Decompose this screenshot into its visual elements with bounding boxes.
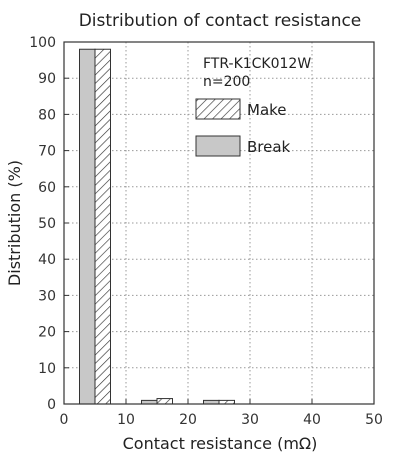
tick-labels: 0 10 20 30 40 50 0 10 20 30 40 50 60 70 80 90 100 — [29, 35, 383, 428]
x-tick-label-0: 0 — [60, 412, 69, 428]
bar-make-15 — [156, 398, 173, 405]
annotation: FTR-K1CK012W n=200 — [203, 56, 311, 90]
legend-label-break: Break — [247, 138, 291, 156]
legend: Make Break — [195, 98, 291, 157]
plot-frame — [63, 41, 375, 405]
bar-make-5 — [94, 48, 111, 405]
y-tick-label-0: 0 — [47, 397, 56, 413]
x-tick-label-10: 10 — [117, 412, 135, 428]
legend-label-make: Make — [247, 101, 287, 119]
bars — [79, 48, 235, 405]
x-axis-label: Contact resistance (mΩ) — [123, 434, 318, 453]
y-tick-label-30: 30 — [38, 288, 56, 304]
y-tick-label-80: 80 — [38, 107, 56, 123]
y-tick-label-60: 60 — [38, 180, 56, 196]
annotation-sample-size: n=200 — [203, 74, 250, 90]
y-tick-label-70: 70 — [38, 144, 56, 160]
legend-swatch-break — [195, 135, 241, 157]
y-axis-label: Distribution (%) — [5, 160, 24, 286]
bar-break-5 — [79, 48, 96, 405]
annotation-model: FTR-K1CK012W — [203, 56, 311, 72]
y-tick-label-10: 10 — [38, 361, 56, 377]
y-tick-label-100: 100 — [29, 35, 56, 51]
x-tick-label-40: 40 — [303, 412, 321, 428]
legend-swatch-make — [195, 98, 241, 120]
y-tick-label-90: 90 — [38, 71, 56, 87]
x-tick-label-20: 20 — [179, 412, 197, 428]
y-tick-label-50: 50 — [38, 216, 56, 232]
x-tick-label-30: 30 — [241, 412, 259, 428]
x-tick-label-50: 50 — [365, 412, 383, 428]
chart-title: Distribution of contact resistance — [79, 11, 362, 31]
y-tick-label-40: 40 — [38, 252, 56, 268]
grid-lines — [64, 42, 374, 404]
y-tick-label-20: 20 — [38, 325, 56, 341]
